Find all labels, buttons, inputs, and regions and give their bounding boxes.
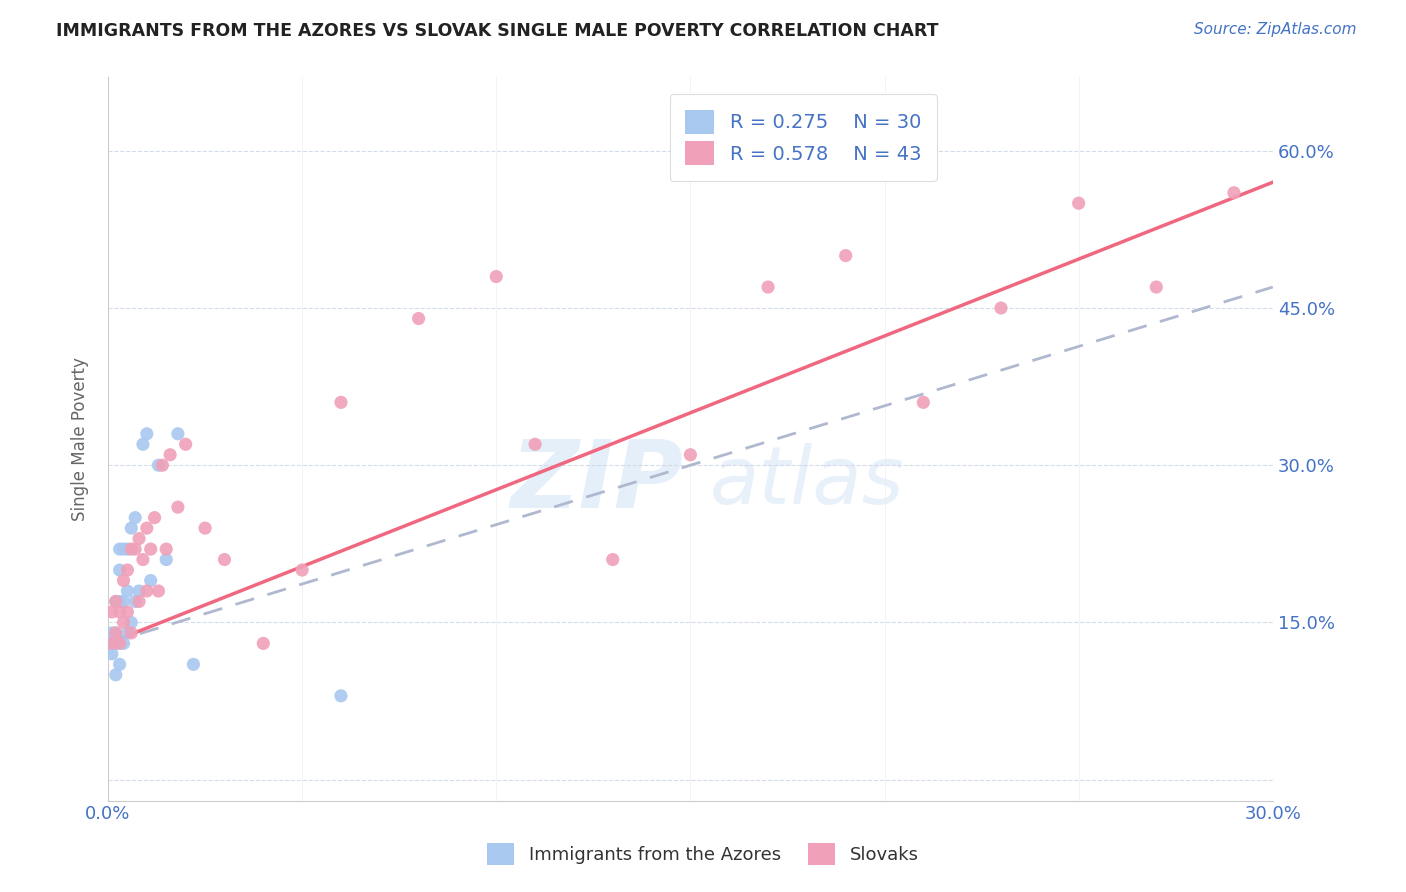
Point (602, 552, 624, 566)
Legend: Immigrants from the Azores, Slovaks: Immigrants from the Azores, Slovaks (478, 834, 928, 874)
Point (150, 458, 173, 473)
Point (135, 521, 157, 535)
Point (117, 563, 139, 577)
Point (112, 574, 135, 588)
Point (524, 437, 547, 451)
Point (132, 437, 155, 451)
Point (124, 542, 146, 557)
Point (101, 636, 124, 650)
Point (174, 437, 197, 451)
Text: atlas: atlas (710, 443, 904, 522)
Point (108, 563, 131, 577)
Text: IMMIGRANTS FROM THE AZORES VS SLOVAK SINGLE MALE POVERTY CORRELATION CHART: IMMIGRANTS FROM THE AZORES VS SLOVAK SIN… (56, 22, 939, 40)
Point (139, 542, 162, 557)
Point (104, 626, 127, 640)
Point (834, 249, 856, 263)
Point (912, 395, 935, 409)
Point (104, 668, 127, 682)
Point (124, 594, 146, 608)
Point (128, 532, 150, 546)
Point (120, 542, 142, 557)
Point (756, 280, 779, 294)
Point (132, 552, 155, 566)
Point (108, 636, 131, 650)
Point (124, 510, 146, 524)
Point (117, 584, 139, 599)
Point (214, 552, 236, 566)
Point (329, 689, 352, 703)
Point (108, 657, 131, 672)
Point (104, 594, 127, 608)
Point (143, 510, 166, 524)
Point (120, 626, 142, 640)
Text: Source: ZipAtlas.com: Source: ZipAtlas.com (1194, 22, 1357, 37)
Point (148, 584, 170, 599)
Point (120, 521, 142, 535)
Point (101, 626, 124, 640)
Text: ZIP: ZIP (510, 436, 683, 528)
Point (112, 594, 135, 608)
Y-axis label: Single Male Poverty: Single Male Poverty (72, 357, 89, 521)
Point (1067, 196, 1090, 211)
Point (183, 657, 205, 672)
Point (194, 521, 217, 535)
Point (117, 605, 139, 619)
Point (1144, 280, 1167, 294)
Point (112, 636, 135, 650)
Point (291, 563, 314, 577)
Point (128, 594, 150, 608)
Point (252, 636, 274, 650)
Point (112, 542, 135, 557)
Point (167, 426, 190, 441)
Point (104, 636, 127, 650)
Point (167, 500, 190, 515)
Legend: R = 0.275    N = 30, R = 0.578    N = 43: R = 0.275 N = 30, R = 0.578 N = 43 (669, 95, 936, 181)
Point (159, 448, 181, 462)
Point (679, 448, 702, 462)
Point (1223, 186, 1246, 200)
Point (329, 395, 352, 409)
Point (128, 584, 150, 599)
Point (148, 458, 170, 473)
Point (112, 615, 135, 630)
Point (101, 636, 124, 650)
Point (108, 542, 131, 557)
Point (135, 584, 157, 599)
Point (135, 426, 157, 441)
Point (117, 626, 139, 640)
Point (408, 311, 430, 326)
Point (117, 542, 139, 557)
Point (101, 647, 124, 661)
Point (108, 594, 131, 608)
Point (101, 605, 124, 619)
Point (155, 542, 177, 557)
Point (104, 626, 127, 640)
Point (485, 269, 508, 284)
Point (155, 552, 177, 566)
Point (120, 615, 142, 630)
Point (108, 605, 131, 619)
Point (990, 301, 1012, 315)
Point (139, 574, 162, 588)
Point (104, 594, 127, 608)
